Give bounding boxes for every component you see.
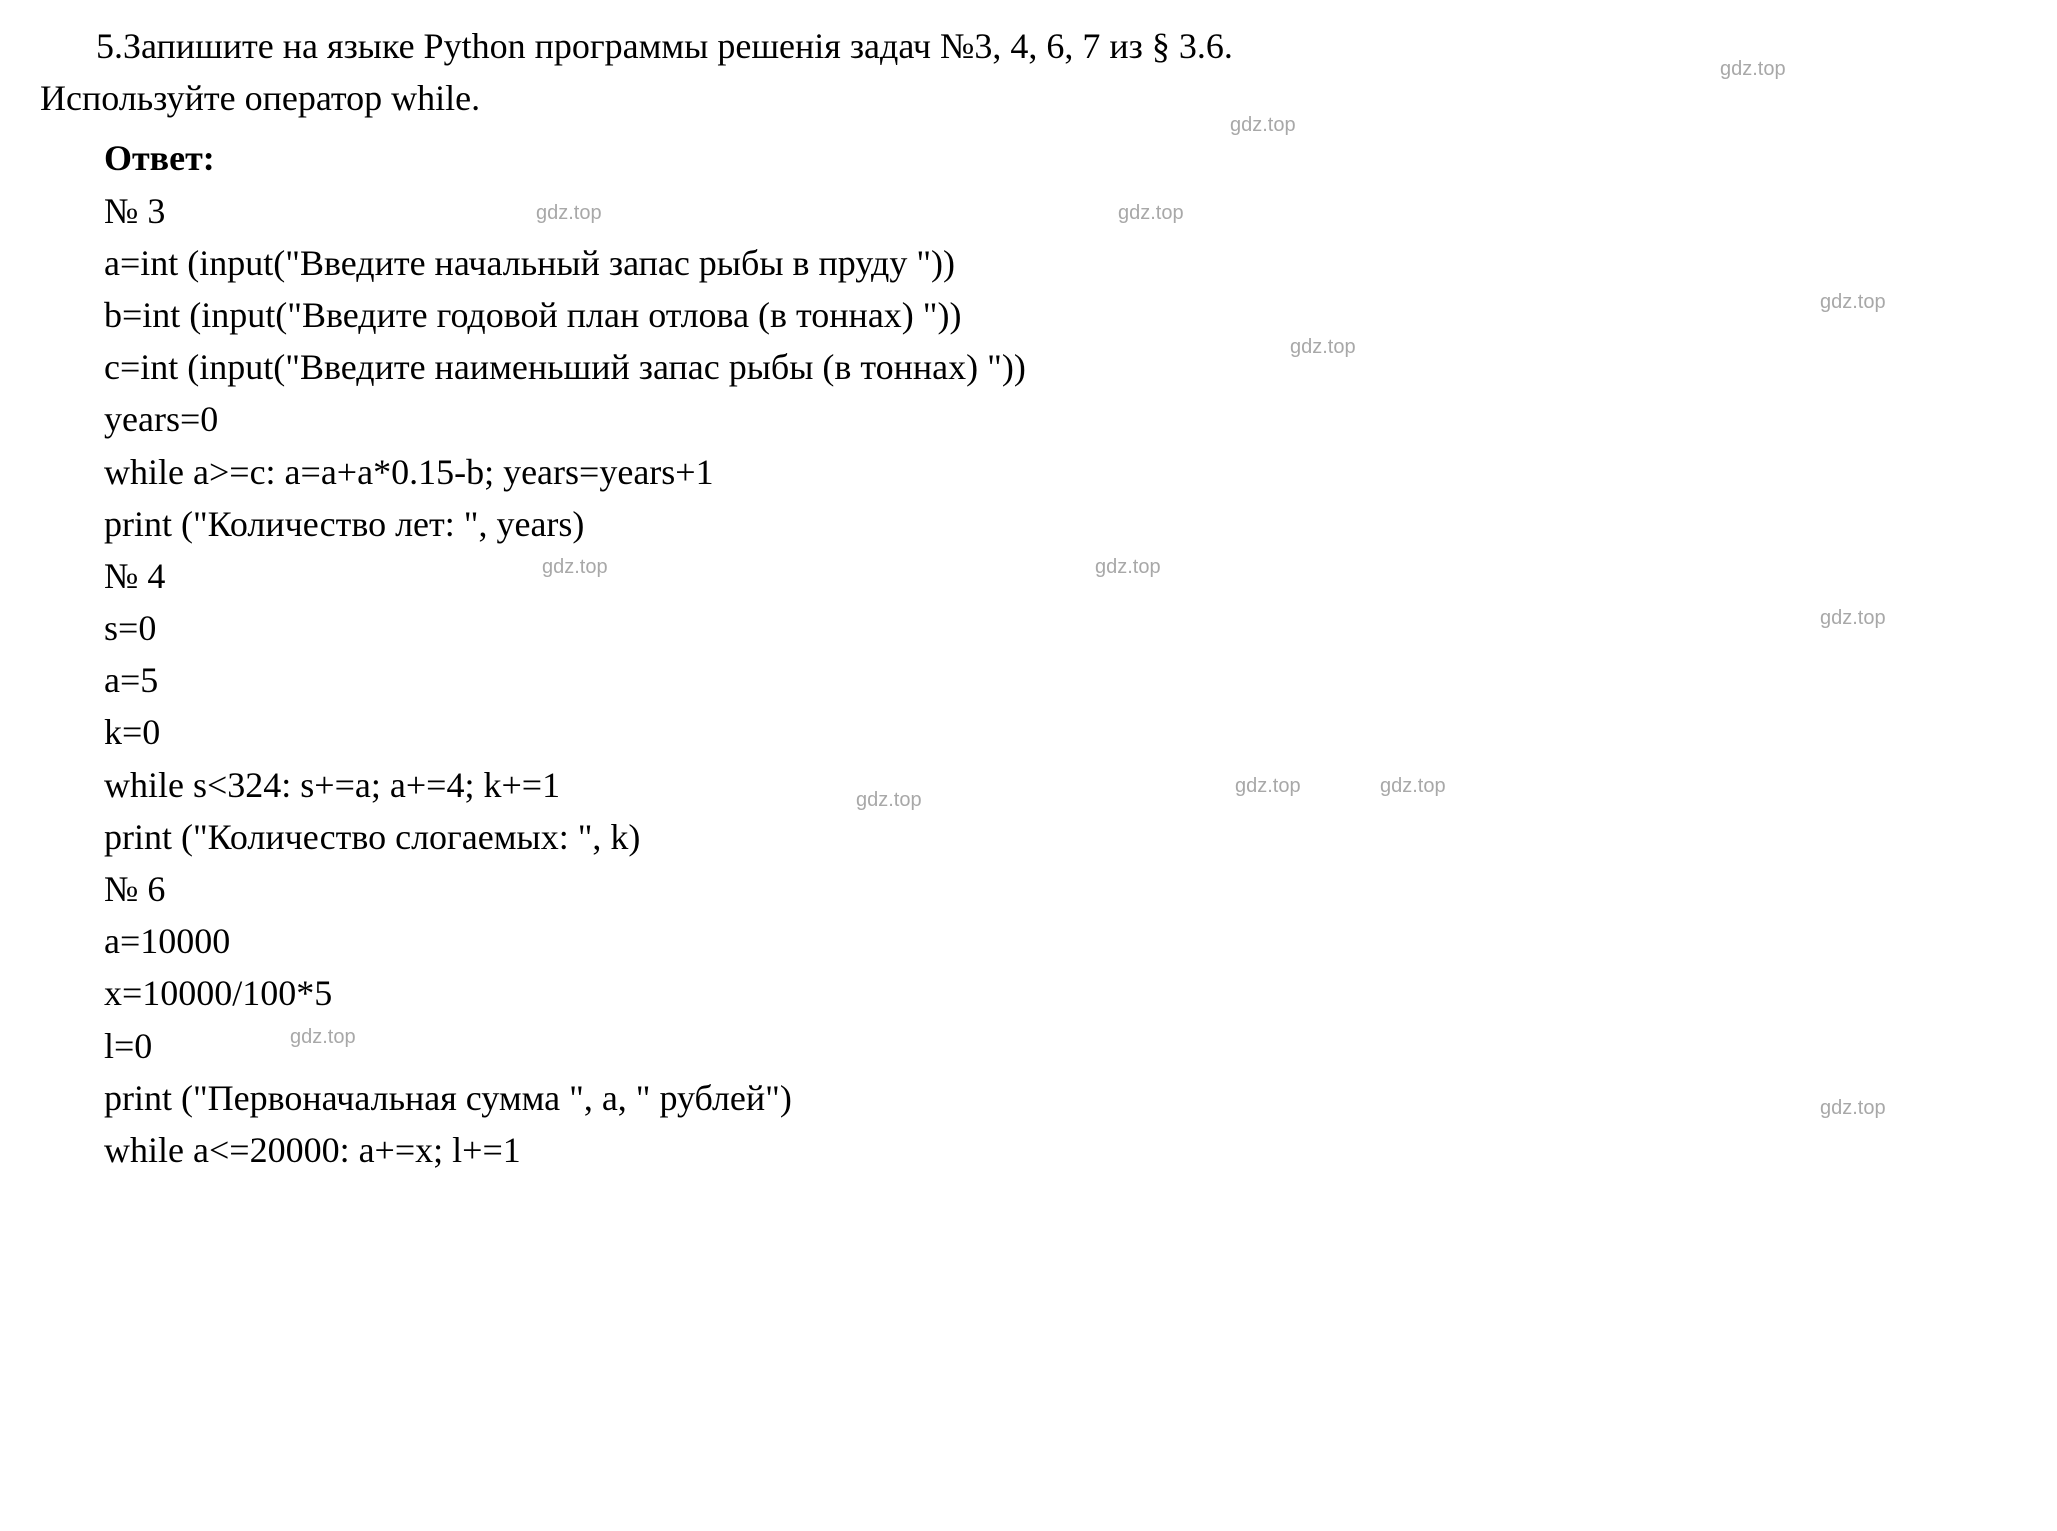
section-4: № 4 s=0 a=5 k=0 while s<324: s+=a; a+=4;… (40, 550, 2017, 863)
code-line: x=10000/100*5 (104, 967, 2017, 1019)
question-line-2: Используйте оператор while. (40, 72, 2017, 124)
code-line: years=0 (104, 393, 2017, 445)
code-line: print ("Количество слогаемых: ", k) (104, 811, 2017, 863)
section-title: № 3 (104, 185, 2017, 237)
code-line: c=int (input("Введите наименьший запас р… (104, 341, 2017, 393)
section-title: № 6 (104, 863, 2017, 915)
code-line: while a>=c: a=a+a*0.15-b; years=years+1 (104, 446, 2017, 498)
code-line: a=10000 (104, 915, 2017, 967)
code-line: a=5 (104, 654, 2017, 706)
question-line-1: 5.Запишите на языке Python программы реш… (40, 20, 2017, 72)
code-line: l=0 (104, 1020, 2017, 1072)
answer-label: Ответ: (40, 132, 2017, 184)
section-title: № 4 (104, 550, 2017, 602)
code-line: k=0 (104, 706, 2017, 758)
code-line: b=int (input("Введите годовой план отлов… (104, 289, 2017, 341)
section-3: № 3 a=int (input("Введите начальный запа… (40, 185, 2017, 550)
code-line: print ("Первоначальная сумма ", a, " руб… (104, 1072, 2017, 1124)
code-line: while s<324: s+=a; a+=4; k+=1 (104, 759, 2017, 811)
code-line: print ("Количество лет: ", years) (104, 498, 2017, 550)
code-line: a=int (input("Введите начальный запас ры… (104, 237, 2017, 289)
code-line: s=0 (104, 602, 2017, 654)
section-6: № 6 a=10000 x=10000/100*5 l=0 print ("Пе… (40, 863, 2017, 1176)
code-line: while a<=20000: a+=x; l+=1 (104, 1124, 2017, 1176)
